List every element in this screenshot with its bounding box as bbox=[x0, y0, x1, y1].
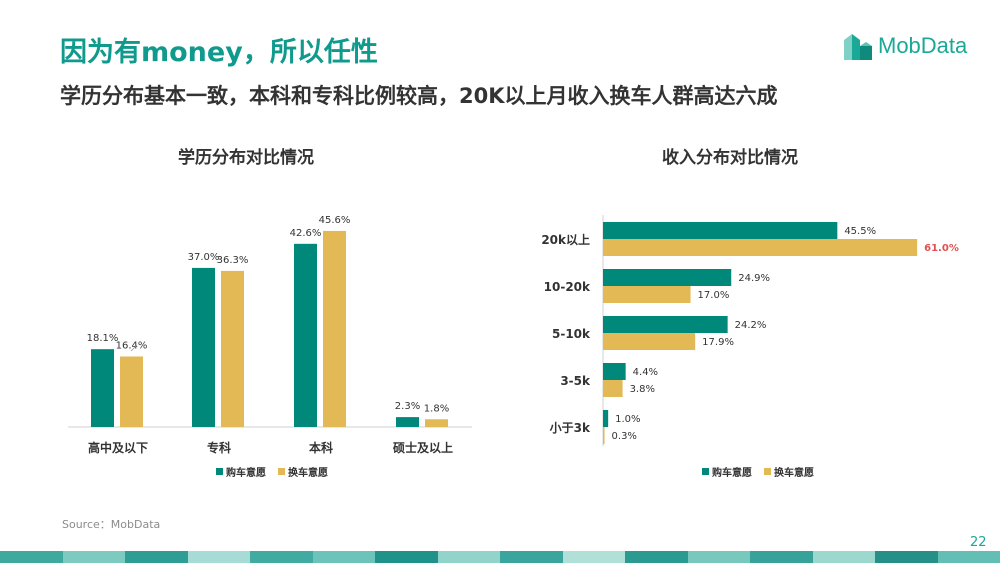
page-number: 22 bbox=[970, 535, 987, 550]
x-tick-label: 本科 bbox=[309, 440, 333, 455]
legend-swatch-buy bbox=[702, 468, 709, 475]
data-label: 17.0% bbox=[698, 290, 730, 301]
y-tick-label: 10-20k bbox=[544, 280, 591, 294]
bar-buy bbox=[192, 267, 215, 427]
education-chart-title: 学历分布对比情况 bbox=[178, 148, 314, 168]
data-label: 0.3% bbox=[612, 431, 637, 442]
legend-label-change: 换车意愿 bbox=[288, 466, 328, 479]
data-label: 36.3% bbox=[217, 255, 249, 266]
y-tick-label: 3-5k bbox=[560, 374, 591, 388]
y-tick-label: 小于3k bbox=[550, 420, 591, 435]
bar-buy bbox=[603, 410, 609, 427]
data-label: 42.6% bbox=[290, 228, 322, 239]
data-label: 4.4% bbox=[633, 367, 658, 378]
label-leader-line bbox=[130, 344, 138, 352]
x-tick-label: 专科 bbox=[207, 440, 231, 455]
y-tick-label: 20k以上 bbox=[541, 232, 590, 247]
data-label: 17.9% bbox=[702, 337, 734, 348]
data-label: 3.8% bbox=[630, 384, 655, 395]
legend-label-buy: 购车意愿 bbox=[712, 466, 752, 479]
legend-label-buy: 购车意愿 bbox=[226, 466, 266, 479]
y-tick-label: 5-10k bbox=[552, 327, 591, 341]
income-chart-title: 收入分布对比情况 bbox=[662, 148, 798, 168]
bar-change bbox=[120, 356, 143, 427]
bar-buy bbox=[396, 417, 419, 427]
data-label: 2.3% bbox=[395, 401, 420, 412]
data-label: 16.4% bbox=[116, 340, 148, 351]
data-label: 37.0% bbox=[188, 252, 220, 263]
x-tick-label: 硕士及以上 bbox=[393, 440, 453, 455]
bar-change bbox=[603, 333, 696, 350]
data-label: 45.5% bbox=[844, 226, 876, 237]
bar-buy bbox=[603, 269, 732, 286]
mobdata-logo: MobData bbox=[842, 30, 992, 64]
bar-change bbox=[603, 427, 605, 444]
bar-buy bbox=[603, 316, 728, 333]
data-label: 45.6% bbox=[319, 215, 351, 226]
logo-text: MobData bbox=[878, 33, 968, 58]
legend-swatch-buy bbox=[216, 468, 223, 475]
data-label: 24.2% bbox=[735, 320, 767, 331]
x-tick-label: 高中及以下 bbox=[88, 440, 148, 455]
source-note: Source：MobData bbox=[62, 518, 161, 531]
data-label: 24.9% bbox=[738, 273, 770, 284]
bar-change bbox=[603, 239, 918, 256]
charts-canvas: 18.1%16.4% 高中及以下 37.0%36.3% 专科 42.6% 45.6% 本科 2… bbox=[68, 215, 959, 479]
bar-change bbox=[603, 286, 691, 303]
legend-swatch-change bbox=[278, 468, 285, 475]
data-label: 1.0% bbox=[615, 414, 640, 425]
bar-change bbox=[603, 380, 623, 397]
data-label: 61.0% bbox=[924, 243, 959, 254]
footer-stripe bbox=[0, 551, 1000, 563]
data-label: 1.8% bbox=[424, 403, 449, 414]
legend-swatch-change bbox=[764, 468, 771, 475]
bar-buy bbox=[294, 243, 317, 427]
bar-change bbox=[221, 270, 244, 427]
bar-buy bbox=[603, 222, 838, 239]
building-icon bbox=[844, 34, 872, 60]
bar-change bbox=[425, 419, 448, 427]
bar-change bbox=[323, 230, 346, 427]
page-subtitle: 学历分布基本一致，本科和专科比例较高，20K以上月收入换车人群高达六成 bbox=[60, 84, 778, 108]
page-title: 因为有money，所以任性 bbox=[60, 37, 378, 68]
legend-label-change: 换车意愿 bbox=[774, 466, 814, 479]
bar-buy bbox=[91, 349, 114, 427]
bar-buy bbox=[603, 363, 626, 380]
data-label: 18.1% bbox=[87, 333, 119, 344]
